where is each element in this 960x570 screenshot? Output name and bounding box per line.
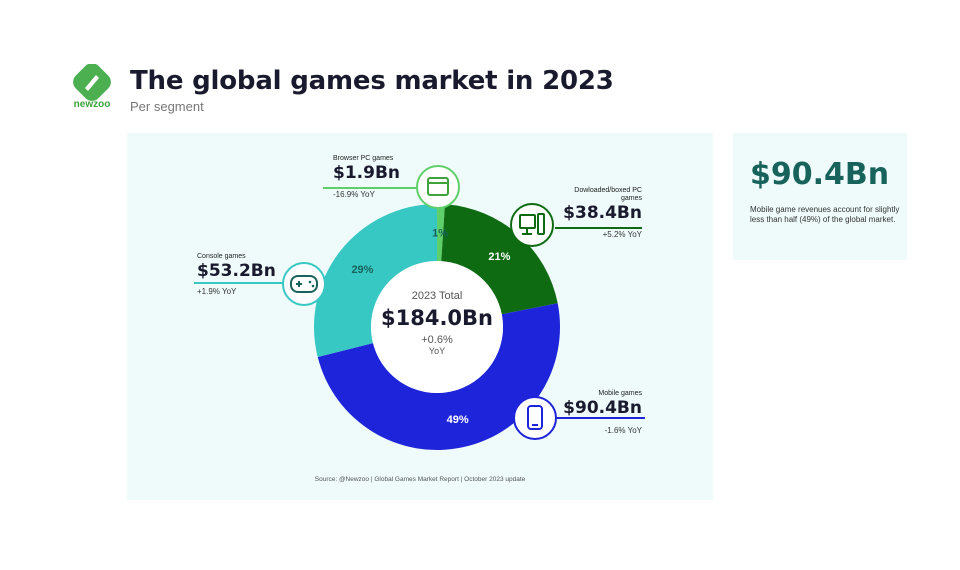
source-note: Source: @Newzoo | Global Games Market Re… [314,476,526,483]
segment-pc-yoy: +5.2% YoY [602,230,642,239]
segment-browser: Browser PC games $1.9Bn -16.9% YoY [333,155,400,200]
segment-mobile-value: $90.4Bn [563,398,642,418]
segment-console-label: Console games [197,253,246,260]
donut-slice-mobile [317,303,560,451]
smartphone-icon [513,396,557,440]
donut-pct-label-pc: 21% [488,251,510,263]
page-title: The global games market in 2023 [130,66,614,96]
segment-pc-label: Dowloaded/boxed PC games [574,187,642,202]
segment-console: Console games $53.2Bn +1.9% YoY [197,253,276,297]
newzoo-logo [73,64,111,101]
mobile-callout-panel: $90.4Bn Mobile game revenues account for… [733,133,907,260]
segment-browser-label: Browser PC games [333,155,394,162]
browser-window-icon [416,165,460,209]
total-value: $184.0Bn [381,306,493,330]
total-label: 2023 Total [411,290,463,302]
donut-slice-browser [437,204,445,262]
total-change: +0.6% [421,334,453,346]
donut-hole [371,261,503,393]
segment-browser-yoy: -16.9% YoY [333,190,375,199]
donut-pct-label-mobile: 49% [447,414,469,426]
donut-slice-console [314,204,437,358]
callout-text: Mobile game revenues account for slightl… [750,205,900,224]
gamepad-icon [282,262,326,306]
donut-center: 2023 Total $184.0Bn +0.6% YoY [367,290,507,356]
desktop-pc-icon [510,203,554,247]
segment-mobile: Mobile games $90.4Bn -1.6% YoY [560,390,642,436]
donut-slice-pc [441,204,558,315]
brand-name: newzoo [73,99,111,110]
total-yoy: YoY [428,346,446,356]
segment-console-yoy: +1.9% YoY [197,287,237,296]
page-subtitle: Per segment [130,99,204,114]
segment-console-value: $53.2Bn [197,261,276,281]
segment-mobile-yoy: -1.6% YoY [604,426,642,435]
donut-pct-label-browser: 1% [432,228,448,240]
segment-pc: Dowloaded/boxed PC games $38.4Bn +5.2% Y… [560,187,642,240]
segment-mobile-label: Mobile games [598,390,642,397]
segment-pc-value: $38.4Bn [563,203,642,223]
callout-value: $90.4Bn [750,157,890,192]
segment-browser-value: $1.9Bn [333,163,401,183]
donut-pct-label-console: 29% [351,264,373,276]
